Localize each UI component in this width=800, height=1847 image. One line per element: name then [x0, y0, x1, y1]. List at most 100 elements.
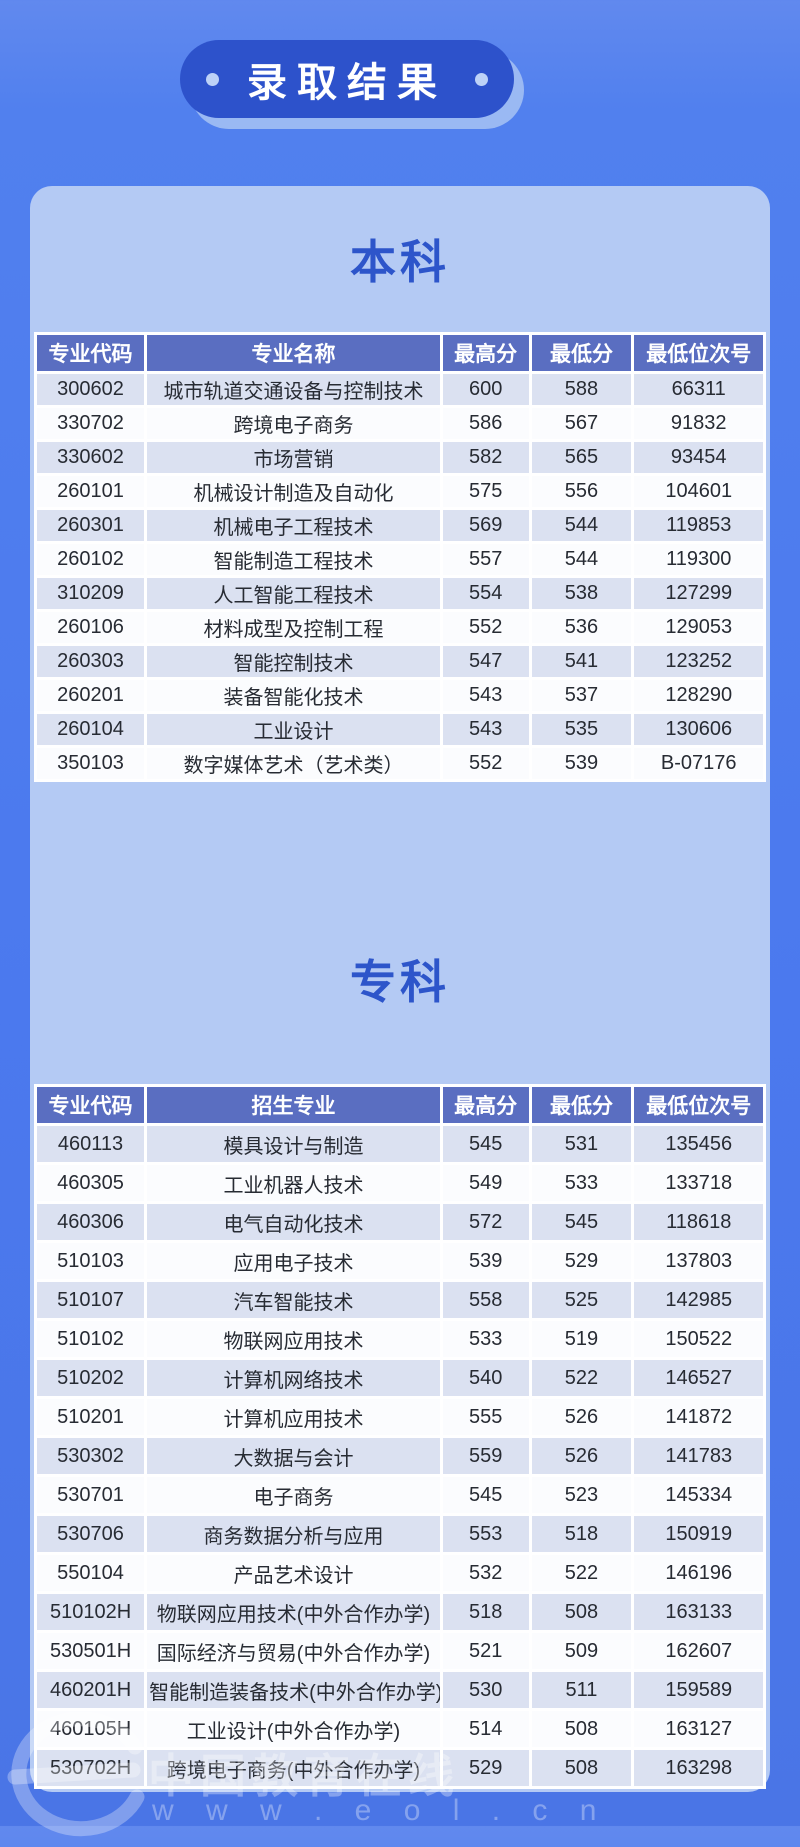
table-cell: 600 — [442, 374, 529, 405]
table-cell: 人工智能工程技术 — [147, 578, 440, 609]
table-cell: 91832 — [634, 408, 763, 439]
table-cell: 127299 — [634, 578, 763, 609]
table-cell: 518 — [531, 1516, 632, 1552]
table-cell: 519 — [531, 1321, 632, 1357]
table-cell: 128290 — [634, 680, 763, 711]
table-cell: 550104 — [37, 1555, 145, 1591]
table-cell: 460306 — [37, 1204, 145, 1240]
table-row: 460105H 工业设计(中外合作办学) 514 508 163127 — [37, 1711, 763, 1747]
table-cell: 543 — [442, 714, 529, 745]
table-cell: 460201H — [37, 1672, 145, 1708]
table-cell: 260106 — [37, 612, 145, 643]
results-card: 本科 专业代码 专业名称 最高分 最低分 最低位次号 300602 城市轨道交通设备与控制… — [30, 186, 770, 1792]
table-cell: 市场营销 — [147, 442, 440, 473]
column-header: 最高分 — [442, 1087, 529, 1123]
college-table: 专业代码 招生专业 最高分 最低分 最低位次号 460113 模具设计与制造 545 531 1… — [34, 1084, 766, 1789]
table-cell: 机械电子工程技术 — [147, 510, 440, 541]
table-row: 460201H 智能制造装备技术(中外合作办学) 530 511 159589 — [37, 1672, 763, 1708]
table-cell: 575 — [442, 476, 529, 507]
table-cell: 260303 — [37, 646, 145, 677]
table-cell: 商务数据分析与应用 — [147, 1516, 440, 1552]
table-row: 530706 商务数据分析与应用 553 518 150919 — [37, 1516, 763, 1552]
table-header-row: 专业代码 招生专业 最高分 最低分 最低位次号 — [37, 1087, 763, 1123]
table-cell: 545 — [531, 1204, 632, 1240]
table-cell: 559 — [442, 1438, 529, 1474]
table-cell: 163127 — [634, 1711, 763, 1747]
section-title-college: 专科 — [350, 956, 450, 1008]
table-row: 260106 材料成型及控制工程 552 536 129053 — [37, 612, 763, 643]
table-cell: 552 — [442, 748, 529, 779]
table-row: 300602 城市轨道交通设备与控制技术 600 588 66311 — [37, 374, 763, 405]
table-cell: 553 — [442, 1516, 529, 1552]
undergraduate-table-wrap: 专业代码 专业名称 最高分 最低分 最低位次号 300602 城市轨道交通设备与控制技术 6… — [34, 332, 766, 782]
table-cell: 540 — [442, 1360, 529, 1396]
table-cell: 计算机应用技术 — [147, 1399, 440, 1435]
table-cell: 145334 — [634, 1477, 763, 1513]
college-table-wrap: 专业代码 招生专业 最高分 最低分 最低位次号 460113 模具设计与制造 545 531 1… — [34, 1084, 766, 1789]
table-cell: 508 — [531, 1711, 632, 1747]
table-cell: 智能制造工程技术 — [147, 544, 440, 575]
table-cell: 162607 — [634, 1633, 763, 1669]
table-cell: 260104 — [37, 714, 145, 745]
table-row: 550104 产品艺术设计 532 522 146196 — [37, 1555, 763, 1591]
table-cell: 装备智能化技术 — [147, 680, 440, 711]
table-row: 260301 机械电子工程技术 569 544 119853 — [37, 510, 763, 541]
table-cell: 163298 — [634, 1750, 763, 1786]
table-cell: 计算机网络技术 — [147, 1360, 440, 1396]
table-cell: 310209 — [37, 578, 145, 609]
table-row: 460113 模具设计与制造 545 531 135456 — [37, 1126, 763, 1162]
table-cell: 530501H — [37, 1633, 145, 1669]
column-header: 专业代码 — [37, 1087, 145, 1123]
table-cell: 538 — [531, 578, 632, 609]
table-row: 260201 装备智能化技术 543 537 128290 — [37, 680, 763, 711]
table-row: 510103 应用电子技术 539 529 137803 — [37, 1243, 763, 1279]
college-table-body: 460113 模具设计与制造 545 531 135456 460305 工业机器人技术 54… — [37, 1126, 763, 1786]
table-cell: 511 — [531, 1672, 632, 1708]
table-cell: 557 — [442, 544, 529, 575]
table-cell: 567 — [531, 408, 632, 439]
badge-dot-right-icon — [475, 73, 488, 86]
table-cell: 555 — [442, 1399, 529, 1435]
table-cell: 460105H — [37, 1711, 145, 1747]
table-cell: 260102 — [37, 544, 145, 575]
table-cell: 大数据与会计 — [147, 1438, 440, 1474]
table-cell: 572 — [442, 1204, 529, 1240]
table-row: 310209 人工智能工程技术 554 538 127299 — [37, 578, 763, 609]
table-cell: 531 — [531, 1126, 632, 1162]
table-cell: 城市轨道交通设备与控制技术 — [147, 374, 440, 405]
table-row: 260102 智能制造工程技术 557 544 119300 — [37, 544, 763, 575]
table-cell: 产品艺术设计 — [147, 1555, 440, 1591]
table-cell: 应用电子技术 — [147, 1243, 440, 1279]
table-cell: 260301 — [37, 510, 145, 541]
table-cell: 533 — [531, 1165, 632, 1201]
column-header: 招生专业 — [147, 1087, 440, 1123]
table-cell: 539 — [531, 748, 632, 779]
table-cell: 514 — [442, 1711, 529, 1747]
table-cell: 159589 — [634, 1672, 763, 1708]
table-cell: 541 — [531, 646, 632, 677]
title-badge: 录取结果 — [180, 40, 514, 118]
table-cell: 543 — [442, 680, 529, 711]
table-cell: 588 — [531, 374, 632, 405]
table-cell: 530 — [442, 1672, 529, 1708]
table-cell: 569 — [442, 510, 529, 541]
table-row: 510202 计算机网络技术 540 522 146527 — [37, 1360, 763, 1396]
table-cell: 523 — [531, 1477, 632, 1513]
table-cell: B-07176 — [634, 748, 763, 779]
table-cell: 549 — [442, 1165, 529, 1201]
table-cell: 547 — [442, 646, 529, 677]
table-cell: 163133 — [634, 1594, 763, 1630]
table-cell: 135456 — [634, 1126, 763, 1162]
table-cell: 350103 — [37, 748, 145, 779]
table-cell: 544 — [531, 510, 632, 541]
title-badge-label: 录取结果 — [247, 61, 447, 105]
table-cell: 460113 — [37, 1126, 145, 1162]
table-cell: 物联网应用技术 — [147, 1321, 440, 1357]
undergraduate-table-body: 300602 城市轨道交通设备与控制技术 600 588 66311 330702 跨境电子… — [37, 374, 763, 779]
watermark-url: w w w . e o l . c n — [152, 1794, 609, 1827]
table-cell: 跨境电子商务 — [147, 408, 440, 439]
table-cell: 330602 — [37, 442, 145, 473]
table-cell: 141783 — [634, 1438, 763, 1474]
table-cell: 526 — [531, 1438, 632, 1474]
table-cell: 330702 — [37, 408, 145, 439]
